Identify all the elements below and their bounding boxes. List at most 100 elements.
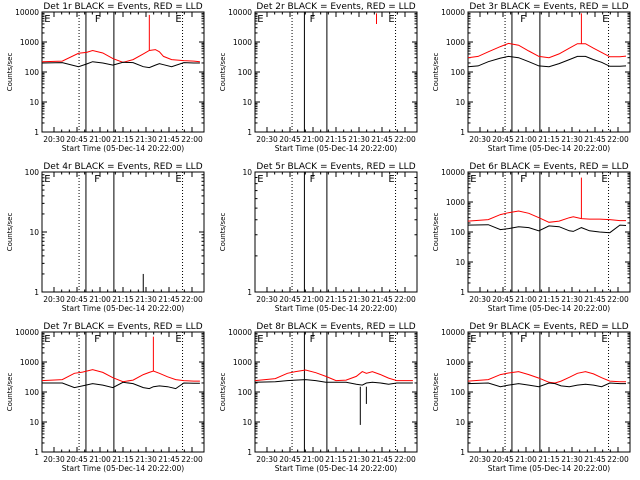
detector-panel-5: Det 5r BLACK = Events, RED = LLD Counts/s… [219, 162, 418, 313]
x-tick-label: 20:30 [469, 455, 491, 464]
plot-frame [467, 11, 631, 133]
y-tick-label: 1000 [20, 38, 39, 47]
x-tick-label: 21:15 [325, 135, 347, 144]
x-tick-label: 21:00 [89, 135, 111, 144]
detector-panel-3: Det 3r BLACK = Events, RED = LLD Counts/s… [432, 2, 631, 153]
x-tick-label: 21:15 [325, 295, 347, 304]
y-tick-label: 1000 [20, 358, 39, 367]
detector-panel-7: Det 7r BLACK = Events, RED = LLD Counts/s… [6, 322, 205, 473]
x-tick-label: 22:00 [394, 135, 416, 144]
region-marker-e: E [388, 14, 394, 25]
y-axis-label: Counts/sec [6, 213, 14, 252]
y-tick-label: 1 [247, 288, 252, 297]
x-tick-label: 20:30 [469, 295, 491, 304]
y-axis-label: Counts/sec [432, 53, 440, 92]
y-tick-label: 100 [25, 68, 40, 77]
x-tick-label: 20:45 [279, 295, 301, 304]
series-events [42, 381, 200, 390]
x-tick-label: 22:00 [607, 455, 629, 464]
x-tick-label: 22:00 [607, 135, 629, 144]
x-tick-label: 21:15 [112, 295, 134, 304]
series-events [41, 61, 200, 69]
y-tick-label: 10 [455, 258, 465, 267]
x-axis-label: Start Time (05-Dec-14 20:22:00) [275, 144, 397, 153]
y-axis-label: Counts/sec [219, 373, 227, 412]
y-tick-label: 10 [29, 228, 39, 237]
y-tick-label: 100 [25, 388, 40, 397]
series-lld [41, 49, 200, 63]
y-tick-label: 1 [247, 128, 252, 137]
series-lld [467, 210, 626, 223]
x-tick-label: 21:30 [561, 295, 583, 304]
detector-panel-4: Det 4r BLACK = Events, RED = LLD Counts/s… [6, 162, 205, 313]
plot-frame [254, 331, 418, 453]
x-tick-label: 21:15 [325, 455, 347, 464]
plot-frame [41, 171, 205, 293]
x-tick-label: 21:45 [158, 455, 180, 464]
y-tick-label: 10000 [228, 8, 252, 17]
y-tick-label: 100 [238, 388, 253, 397]
panel-title: Det 9r BLACK = Events, RED = LLD [469, 322, 628, 332]
x-tick-label: 21:00 [302, 135, 324, 144]
y-tick-label: 1 [460, 288, 465, 297]
y-tick-label: 10000 [441, 328, 465, 337]
x-tick-label: 21:45 [371, 455, 393, 464]
y-axis-label: Counts/sec [432, 213, 440, 252]
x-tick-label: 21:30 [561, 455, 583, 464]
plot-frame [254, 171, 418, 293]
x-axis-label: Start Time (05-Dec-14 20:22:00) [488, 144, 610, 153]
region-marker-e: E [257, 174, 263, 185]
x-tick-label: 21:15 [538, 295, 560, 304]
x-tick-label: 21:45 [584, 135, 606, 144]
region-marker-e: E [257, 14, 263, 25]
y-tick-label: 10 [242, 168, 252, 177]
y-tick-label: 100 [451, 388, 466, 397]
x-tick-label: 21:00 [302, 455, 324, 464]
y-tick-label: 1000 [233, 358, 252, 367]
region-marker-f: F [520, 334, 526, 345]
plot-frame [254, 11, 418, 133]
x-axis-label: Start Time (05-Dec-14 20:22:00) [62, 464, 184, 473]
y-axis-label: Counts/sec [219, 53, 227, 92]
y-tick-label: 10000 [228, 328, 252, 337]
y-tick-label: 100 [451, 68, 466, 77]
x-axis-label: Start Time (05-Dec-14 20:22:00) [488, 464, 610, 473]
y-tick-label: 1000 [446, 38, 465, 47]
x-tick-label: 20:45 [279, 135, 301, 144]
x-tick-label: 21:00 [302, 295, 324, 304]
detector-panel-1: Det 1r BLACK = Events, RED = LLD Counts/s… [6, 2, 205, 153]
series-lld [467, 371, 626, 384]
x-tick-label: 21:45 [584, 295, 606, 304]
x-tick-label: 20:45 [66, 455, 88, 464]
x-tick-label: 22:00 [394, 295, 416, 304]
region-marker-e: E [388, 334, 394, 345]
region-marker-f: F [95, 14, 101, 25]
x-axis-label: Start Time (05-Dec-14 20:22:00) [62, 304, 184, 313]
x-tick-label: 21:30 [135, 295, 157, 304]
x-tick-label: 22:00 [607, 295, 629, 304]
panel-title: Det 2r BLACK = Events, RED = LLD [256, 2, 415, 12]
y-tick-label: 1 [247, 448, 252, 457]
x-axis-label: Start Time (05-Dec-14 20:22:00) [62, 144, 184, 153]
region-marker-f: F [310, 334, 316, 345]
y-axis-label: Counts/sec [6, 53, 14, 92]
series-events [254, 379, 413, 386]
x-tick-label: 20:30 [256, 295, 278, 304]
y-tick-label: 10 [29, 418, 39, 427]
x-tick-label: 20:45 [492, 135, 514, 144]
y-tick-label: 100 [25, 168, 40, 177]
y-tick-label: 1 [34, 288, 39, 297]
x-tick-label: 20:30 [43, 455, 65, 464]
y-tick-label: 1000 [446, 358, 465, 367]
x-axis-label: Start Time (05-Dec-14 20:22:00) [275, 464, 397, 473]
region-marker-f: F [310, 174, 316, 185]
region-marker-e: E [175, 174, 181, 185]
x-tick-label: 21:45 [584, 455, 606, 464]
region-marker-e: E [44, 14, 50, 25]
region-marker-e: E [601, 334, 607, 345]
y-tick-label: 10 [455, 418, 465, 427]
region-marker-e: E [175, 334, 181, 345]
x-tick-label: 20:30 [43, 135, 65, 144]
x-axis-label: Start Time (05-Dec-14 20:22:00) [275, 304, 397, 313]
